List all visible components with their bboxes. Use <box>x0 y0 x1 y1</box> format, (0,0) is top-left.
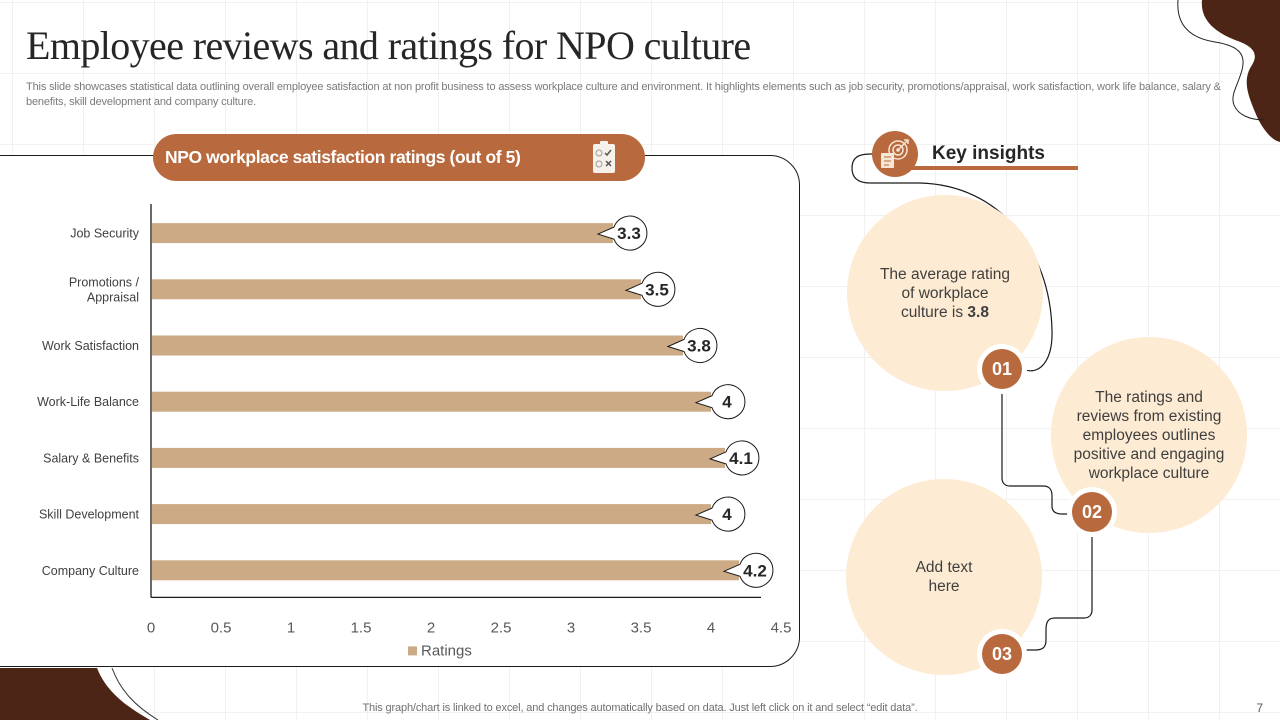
data-label-callout-5 <box>694 496 746 532</box>
x-tick-label-3: 1.5 <box>351 619 372 636</box>
bar-4 <box>152 447 725 468</box>
data-label-4: 4.1 <box>729 449 753 468</box>
category-label-0: Job Security <box>70 227 140 241</box>
corner-decoration-top-right <box>1177 0 1280 142</box>
data-label-0: 3.3 <box>617 224 641 243</box>
page-subtitle: This slide showcases statistical data ou… <box>26 81 1221 108</box>
category-label-3: Work-Life Balance <box>37 395 139 409</box>
category-label-2: Work Satisfaction <box>42 339 139 353</box>
x-tick-label-8: 4 <box>707 619 715 636</box>
bar-chart: Job Security 3.3 Promotions / Appraisal 3.5 W… <box>37 204 792 659</box>
data-label-callout-1 <box>624 271 676 307</box>
data-label-callout-3 <box>694 384 746 420</box>
clipboard-checklist-icon <box>593 141 615 173</box>
data-label-callout-4 <box>708 440 760 476</box>
key-insights-title: Key insights <box>932 143 1045 164</box>
data-label-2: 3.8 <box>687 337 711 356</box>
insight-text-1: The average rating of workplace culture … <box>879 265 1011 321</box>
bar-1 <box>152 279 641 300</box>
legend-label: Ratings <box>421 642 472 659</box>
legend-swatch <box>408 646 417 656</box>
chart-heading-pill: NPO workplace satisfaction ratings (out … <box>153 134 645 181</box>
page-number: 7 <box>1256 701 1263 715</box>
data-label-callout-2 <box>666 328 718 363</box>
data-label-callout-6 <box>722 552 774 588</box>
footnote: This graph/chart is linked to excel, and… <box>362 702 918 714</box>
bar-2 <box>152 335 683 356</box>
bar-5 <box>152 504 711 525</box>
insights-connector-lines <box>851 153 1093 651</box>
key-insights-underline <box>905 166 1078 170</box>
insight-text-3: Add text here <box>915 559 973 595</box>
x-tick-label-0: 0 <box>147 619 155 636</box>
insight-text-2: The ratings and reviews from existing em… <box>1073 388 1225 482</box>
insight-badge-01: 01 <box>982 349 1022 389</box>
x-tick-label-6: 3 <box>567 619 575 636</box>
bar-6 <box>152 560 739 581</box>
x-tick-label-1: 0.5 <box>211 619 232 636</box>
insight-badge-02: 02 <box>1072 492 1112 532</box>
bar-3 <box>152 391 711 412</box>
data-label-1: 3.5 <box>645 280 669 299</box>
x-tick-label-9: 4.5 <box>771 619 792 636</box>
target-checklist-icon <box>872 131 918 177</box>
data-label-callout-0 <box>596 215 648 251</box>
data-label-3: 4 <box>722 393 732 412</box>
x-tick-label-2: 1 <box>287 619 295 636</box>
category-label-4: Salary & Benefits <box>43 451 139 465</box>
x-tick-label-5: 2.5 <box>491 619 512 636</box>
x-tick-label-7: 3.5 <box>631 619 652 636</box>
corner-decoration-bottom-left <box>0 668 159 720</box>
category-label-6: Company Culture <box>42 564 139 578</box>
insight-badge-03: 03 <box>982 634 1022 674</box>
category-label-5: Skill Development <box>39 508 140 522</box>
data-label-6: 4.2 <box>743 561 767 580</box>
category-label-1: Promotions / Appraisal <box>69 275 140 304</box>
data-label-5: 4 <box>722 505 732 524</box>
bar-0 <box>152 223 613 244</box>
chart-heading: NPO workplace satisfaction ratings (out … <box>165 147 521 167</box>
page-title: Employee reviews and ratings for NPO cul… <box>26 23 751 68</box>
x-tick-label-4: 2 <box>427 619 435 636</box>
